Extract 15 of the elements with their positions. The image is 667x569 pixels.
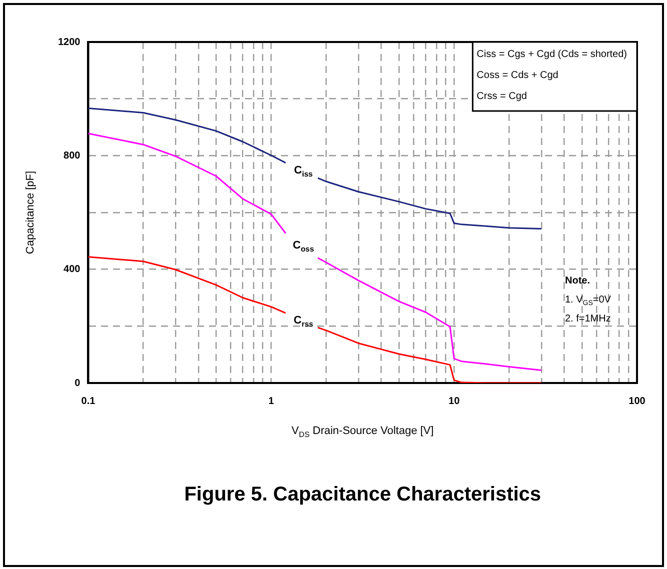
y-tick-label: 1200 [58,36,81,48]
annotation: Note. [565,275,590,286]
annotation: Coss = Cds + Cgd [476,70,558,81]
annotation: Ciss = Cgs + Cgd (Cds = shorted) [476,48,628,60]
y-axis-title: Capacitance [pF] [24,170,36,254]
x-tick-label: 10 [448,396,460,407]
x-tick-label: 0.1 [81,396,96,407]
x-tick-label: 1 [268,396,274,407]
x-tick-label: 100 [628,396,646,407]
annotation: 2. f=1MHz [565,313,611,324]
y-tick-label: 800 [64,150,81,162]
text: Figure 5. Capacitance Characteristics [184,484,542,506]
y-tick-label: 400 [64,264,81,276]
annotation: Crss = Cgd [476,90,527,102]
y-tick-label: 0 [74,378,81,389]
